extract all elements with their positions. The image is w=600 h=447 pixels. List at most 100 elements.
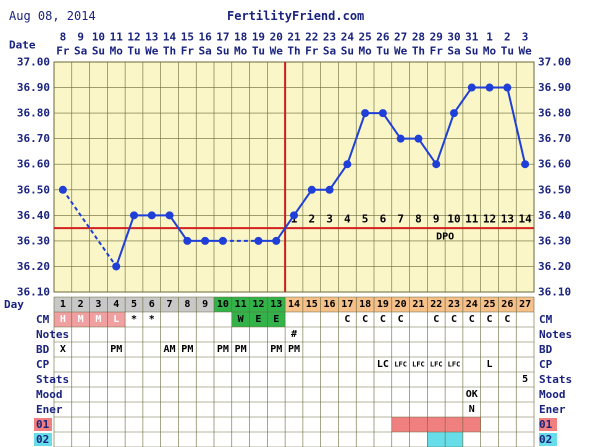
dpo-number: 10 <box>447 213 460 226</box>
date-number: 20 <box>270 31 283 44</box>
weekday-label: Th <box>163 45 176 58</box>
row01-badge-left <box>34 418 52 431</box>
row-label-left: BD <box>36 343 50 356</box>
date-label: Date <box>9 39 36 52</box>
row-label-left: 01 <box>36 418 50 431</box>
cm-cell-text: H <box>60 314 66 325</box>
date-number: 28 <box>412 31 425 44</box>
date-number: 31 <box>465 31 479 44</box>
weekday-label: Tu <box>501 45 514 58</box>
row01-cell <box>391 417 410 432</box>
cycle-day-cell <box>214 297 232 312</box>
cm-cell-text: C <box>451 314 457 325</box>
temp-point <box>432 160 441 169</box>
ener-cell-text: N <box>469 404 475 415</box>
weekday-label: We <box>518 45 532 58</box>
temp-point <box>147 211 156 220</box>
cycle-day-cell <box>196 297 214 312</box>
cycle-day-cell <box>231 297 250 312</box>
temp-segment <box>328 163 349 191</box>
dpo-label: DPO <box>436 232 454 243</box>
cm-cell-text: C <box>504 314 510 325</box>
weekday-label: Sa <box>323 45 336 58</box>
cm-cell-text: C <box>433 314 439 325</box>
row-label-right: 02 <box>539 433 552 446</box>
date-number: 27 <box>394 31 407 44</box>
temp-point <box>58 185 67 194</box>
row-label-left: CM <box>36 313 50 326</box>
date-number: 14 <box>163 31 177 44</box>
date-number: 8 <box>60 31 67 44</box>
bd-cell-text: PM <box>235 344 247 355</box>
date-number: 2 <box>504 31 511 44</box>
row-label-left: CP <box>36 358 50 371</box>
cycle-day-cell <box>427 297 446 312</box>
cp-cell-text: LC <box>377 359 389 370</box>
cm-cell-text: * <box>131 314 137 325</box>
weekday-label: Tu <box>252 45 265 58</box>
date-number: 26 <box>376 31 390 44</box>
weekday-label: Fr <box>181 45 195 58</box>
cm-cell <box>249 312 268 327</box>
y-tick-label-left: 36.90 <box>17 81 50 94</box>
weekday-label: Sa <box>447 45 460 58</box>
y-tick-label-left: 36.10 <box>17 286 50 299</box>
stats-cell-text: 5 <box>522 374 528 385</box>
cycle-day-cell <box>178 297 197 312</box>
cm-cell-text: E <box>255 314 261 325</box>
y-tick-label-right: 36.70 <box>538 132 571 145</box>
cycle-days-cell-text: 16 <box>324 299 336 310</box>
temp-point <box>521 160 530 169</box>
cp-cell-text: L <box>487 359 493 370</box>
temp-point <box>414 134 423 143</box>
row-label-left: Stats <box>36 373 69 386</box>
y-tick-label-right: 36.50 <box>538 183 571 196</box>
cycle-day-cell <box>516 297 534 312</box>
cycle-day-cell <box>142 297 161 312</box>
cm-cell <box>54 312 72 327</box>
weekday-label: Tu <box>376 45 389 58</box>
cycle-day-cell <box>480 297 499 312</box>
cycle-days-cell-text: 21 <box>412 299 424 310</box>
cycle-day-cell <box>107 297 126 312</box>
cm-cell-text: C <box>380 314 386 325</box>
cycle-days-cell-text: 17 <box>341 299 353 310</box>
weekday-label: Mo <box>483 45 497 58</box>
cycle-days-cell-text: 13 <box>270 299 282 310</box>
cycle-day-cell <box>302 297 321 312</box>
weekday-label: Su <box>341 45 354 58</box>
cm-cell <box>89 312 108 327</box>
cycle-day-cell <box>89 297 108 312</box>
y-tick-label-right: 37.00 <box>538 56 571 69</box>
temp-point <box>218 236 227 245</box>
cm-cell-text: C <box>469 314 475 325</box>
temp-point <box>290 211 298 220</box>
row-label-right: Ener <box>539 403 566 416</box>
weekday-label: Fr <box>56 45 70 58</box>
temp-point <box>378 109 387 118</box>
cycle-day-cell <box>409 297 428 312</box>
temp-segment <box>346 112 367 165</box>
date-number: 18 <box>234 31 247 44</box>
brand-title[interactable]: FertilityFriend.com <box>227 9 365 23</box>
cycle-days-cell-text: 18 <box>359 299 371 310</box>
date-number: 15 <box>181 31 194 44</box>
row02-cell <box>427 432 446 447</box>
dpo-number: 6 <box>380 213 387 226</box>
cycle-day-cell <box>338 297 357 312</box>
cycle-day-cell <box>445 297 463 312</box>
temp-point <box>361 109 370 118</box>
mood-cell-text: OK <box>466 389 478 400</box>
temp-segment <box>168 214 189 242</box>
cp-cell-text: LFC <box>412 361 425 369</box>
temp-point <box>201 236 210 245</box>
row-label-right: Notes <box>539 328 572 341</box>
date-number: 1 <box>486 31 493 44</box>
temp-point <box>503 83 512 92</box>
bd-cell-text: PM <box>181 344 193 355</box>
date-number: 25 <box>358 31 371 44</box>
temp-segment-dashed <box>62 189 118 268</box>
cycle-day-cell <box>54 297 72 312</box>
y-tick-label-right: 36.60 <box>538 158 571 171</box>
dpo-number: 3 <box>326 213 333 226</box>
